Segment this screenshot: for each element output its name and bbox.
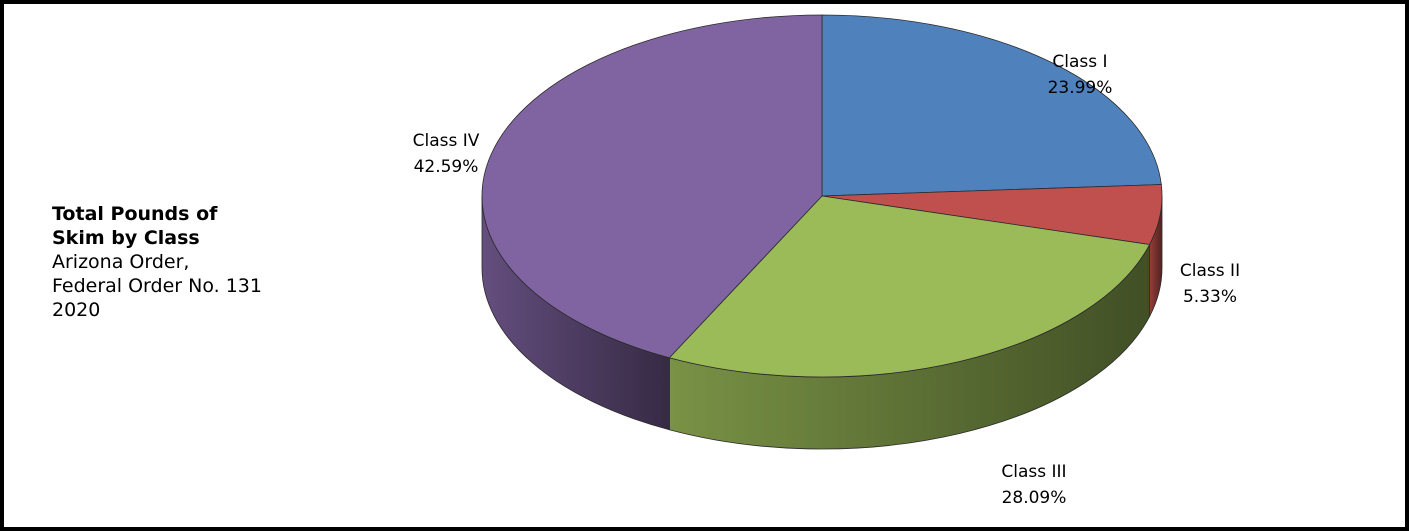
chart-title-line-1: Total Pounds of xyxy=(52,203,218,225)
data-label-class-iii-value: 28.09% xyxy=(1002,488,1067,508)
pie-slice-class-iii xyxy=(668,195,1151,378)
data-label-class-iii-name: Class III xyxy=(1001,462,1066,482)
data-label-class-i-value: 23.99% xyxy=(1048,78,1113,98)
chart-subtitle-line-2: Federal Order No. 131 xyxy=(52,275,262,297)
chart-title-line-2: Skim by Class xyxy=(52,227,200,249)
data-label-class-iv-value: 42.59% xyxy=(414,157,479,177)
pie-slice-class-i xyxy=(821,14,1162,197)
data-label-class-ii-name: Class II xyxy=(1180,261,1240,281)
data-label-class-iv-name: Class IV xyxy=(413,131,480,151)
pie-slice-class-iv xyxy=(481,14,823,359)
chart-subtitle-line-3: 2020 xyxy=(52,299,101,321)
data-label-class-i-name: Class I xyxy=(1052,52,1107,72)
chart-subtitle-line-1: Arizona Order, xyxy=(52,251,190,273)
chart-title-block: Total Pounds of Skim by Class Arizona Or… xyxy=(52,202,262,322)
data-label-class-ii-value: 5.33% xyxy=(1183,287,1237,307)
